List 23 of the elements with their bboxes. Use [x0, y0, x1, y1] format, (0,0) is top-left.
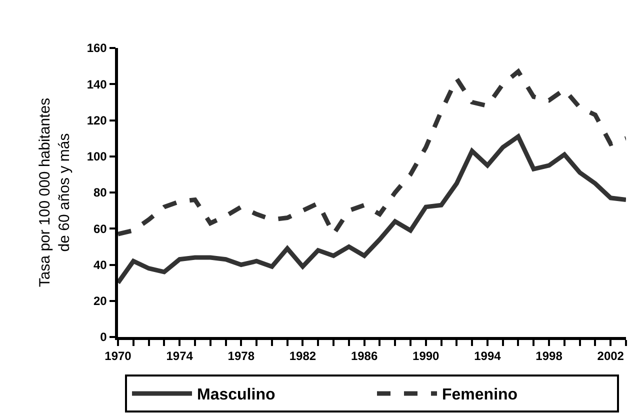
- x-tick-label: 1990: [412, 349, 440, 364]
- y-axis-title: Tasa por 100 000 habitantes de 60 años y más: [36, 98, 74, 288]
- y-tick-label: 140: [86, 77, 108, 92]
- x-tick-label: 1994: [474, 349, 502, 364]
- y-tick-label: 40: [93, 258, 108, 272]
- x-tick-label: 1974: [166, 349, 194, 364]
- line-series: [118, 69, 626, 236]
- y-tick-label: 120: [86, 113, 108, 128]
- x-tick-label: 1986: [350, 349, 378, 364]
- y-tick-label: 20: [93, 294, 108, 308]
- y-tick-label: 80: [93, 186, 108, 200]
- y-tick-label: 60: [93, 222, 108, 236]
- y-tick-label: 160: [86, 41, 108, 56]
- x-tick-label: 1970: [104, 349, 132, 364]
- x-tick-label: 1978: [228, 349, 255, 364]
- line-series: [118, 134, 626, 286]
- y-tick-label: 0: [100, 330, 108, 344]
- legend-label: Masculino: [197, 386, 276, 404]
- x-tick-label: 2002: [597, 349, 624, 364]
- x-tick-label: 1982: [289, 349, 316, 364]
- y-tick-label: 100: [86, 150, 108, 164]
- x-tick-label: 1998: [536, 349, 563, 364]
- legend-label: Femenino: [442, 386, 518, 404]
